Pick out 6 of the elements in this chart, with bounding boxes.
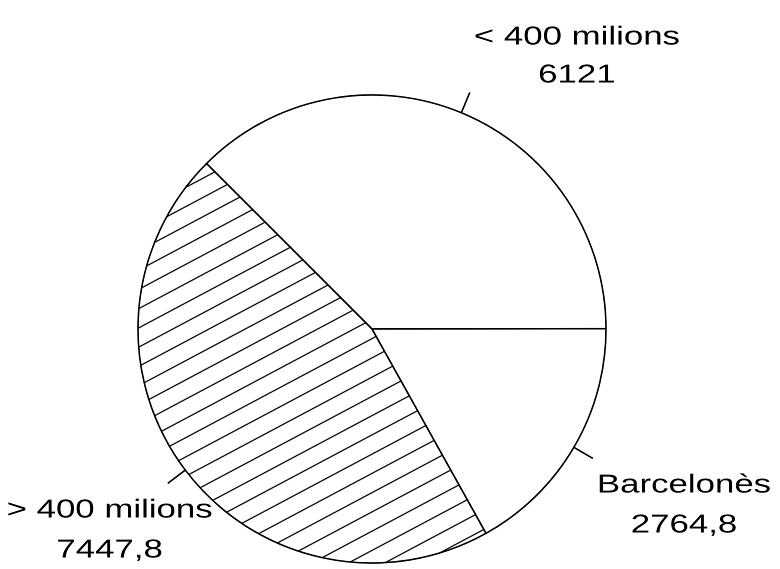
slice-label: < 400 milions [474,20,680,50]
slice-label: > 400 milions [6,494,213,524]
data-label: 7447,8 [56,534,163,564]
data-label: 6121 [538,58,616,88]
slice-label: Barcelonès [596,468,772,498]
data-label: 2764,8 [630,508,738,538]
